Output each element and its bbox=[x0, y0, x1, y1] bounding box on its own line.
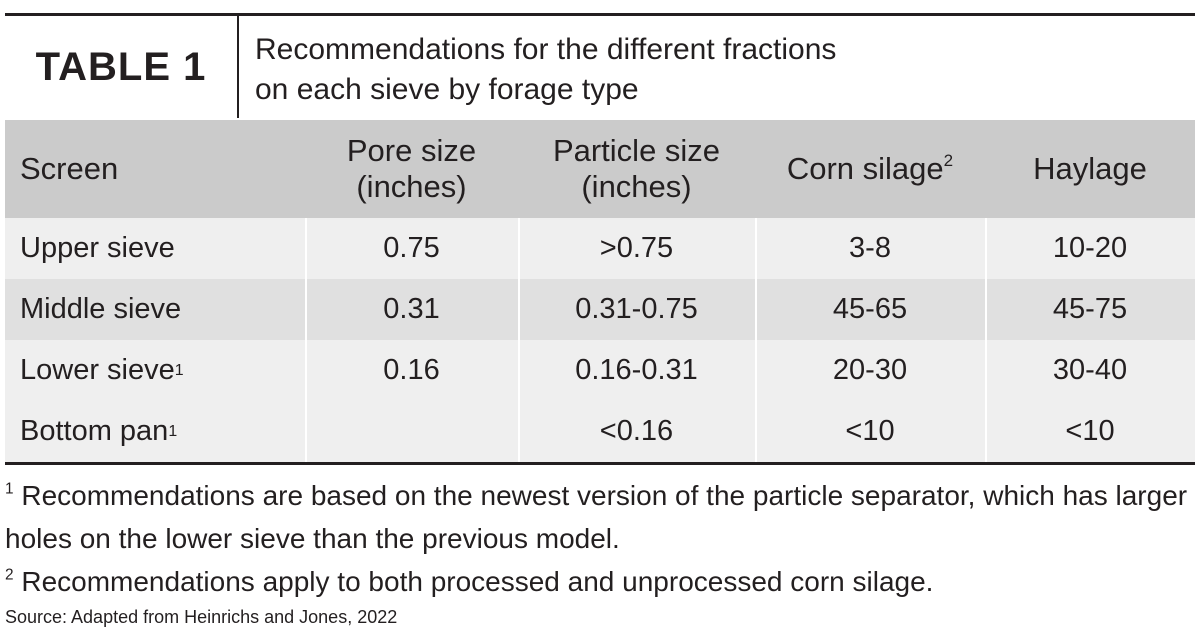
table-tag: TABLE 1 bbox=[35, 44, 207, 89]
header-line: Corn silage2 bbox=[786, 151, 954, 186]
rule bbox=[5, 13, 1195, 16]
header-row: Screen Pore size (inches) Particle size (inc… bbox=[5, 120, 1195, 218]
table-cell: 0.31 bbox=[383, 293, 440, 325]
cell-separator bbox=[755, 340, 757, 401]
cell-separator bbox=[985, 340, 987, 401]
header-line: Haylage bbox=[1033, 151, 1147, 186]
table-title: Recommendations for the different fracti… bbox=[255, 30, 1185, 110]
row-label: Bottom pan 1 bbox=[20, 415, 178, 447]
table-cell: 0.16 bbox=[383, 354, 440, 386]
column-header: Corn silage2 bbox=[755, 120, 985, 218]
table-cell: <10 bbox=[1065, 415, 1115, 447]
header-line: (inches) bbox=[356, 169, 467, 204]
table-row: Bottom pan 1 <0.16 <10 <10 bbox=[5, 401, 1195, 462]
cell-separator bbox=[305, 218, 307, 279]
table-cell: 0.75 bbox=[383, 232, 440, 264]
table-row: Lower sieve 1 0.16 0.16-0.31 20-30 30-40 bbox=[5, 340, 1195, 401]
rule bbox=[5, 462, 1195, 465]
row-label-text: Lower sieve bbox=[20, 354, 175, 386]
table-cell: >0.75 bbox=[599, 232, 674, 264]
row-label: Lower sieve 1 bbox=[20, 354, 184, 386]
column-header: Screen bbox=[20, 120, 300, 218]
column-header: Particle size (inches) bbox=[518, 120, 755, 218]
header-line: Screen bbox=[20, 151, 119, 186]
table-row: Middle sieve 0.31 0.31-0.75 45-65 45-75 bbox=[5, 279, 1195, 340]
cell-separator bbox=[755, 279, 757, 340]
footnote: 2 Recommendations apply to both processe… bbox=[5, 560, 1195, 603]
note-marker: 1 bbox=[5, 480, 14, 498]
cell-separator bbox=[305, 279, 307, 340]
cell-separator bbox=[985, 279, 987, 340]
table-cell: 0.31-0.75 bbox=[575, 293, 698, 325]
cell-separator bbox=[305, 401, 307, 462]
table-cell: 0.16-0.31 bbox=[575, 354, 698, 386]
footnote: 1 Recommendations are based on the newes… bbox=[5, 474, 1195, 560]
title-line: Recommendations for the different fracti… bbox=[255, 33, 837, 66]
table-row: Upper sieve 0.75 >0.75 3-8 10-20 bbox=[5, 218, 1195, 279]
cell-separator bbox=[755, 401, 757, 462]
note-marker: 2 bbox=[5, 566, 14, 584]
header-line: (inches) bbox=[581, 169, 692, 204]
row-label: Middle sieve bbox=[20, 279, 181, 340]
header-line: Particle size bbox=[552, 133, 721, 168]
table-cell: 10-20 bbox=[1052, 232, 1128, 264]
table-cell: 3-8 bbox=[849, 232, 891, 264]
footnote-text: Recommendations apply to both processed … bbox=[21, 566, 934, 597]
cell-separator bbox=[305, 340, 307, 401]
table-cell: 20-30 bbox=[832, 354, 908, 386]
source: Source: Adapted from Heinrichs and Jones… bbox=[5, 607, 398, 627]
row-label: Upper sieve bbox=[20, 218, 175, 279]
header-line: Pore size bbox=[346, 133, 477, 168]
cell-separator bbox=[518, 218, 520, 279]
table-cell: <10 bbox=[845, 415, 895, 447]
cell-separator bbox=[755, 218, 757, 279]
footnote-text: Recommendations are based on the newest … bbox=[5, 480, 1188, 554]
cell-separator bbox=[518, 279, 520, 340]
column-header: Pore size (inches) bbox=[305, 120, 518, 218]
title-line: on each sieve by forage type bbox=[255, 73, 639, 106]
cell-separator bbox=[518, 340, 520, 401]
note-marker: 2 bbox=[943, 151, 954, 171]
table-cell: 45-75 bbox=[1052, 293, 1128, 325]
cell-separator bbox=[985, 218, 987, 279]
cell-separator bbox=[518, 401, 520, 462]
row-label-text: Upper sieve bbox=[20, 232, 175, 264]
cell-separator bbox=[985, 401, 987, 462]
table-cell: <0.16 bbox=[599, 415, 674, 447]
divider bbox=[237, 16, 239, 118]
table-cell: 30-40 bbox=[1052, 354, 1128, 386]
row-label-text: Bottom pan bbox=[20, 415, 169, 447]
footnotes: 1 Recommendations are based on the newes… bbox=[5, 474, 1195, 603]
column-header: Haylage bbox=[985, 120, 1195, 218]
row-label-text: Middle sieve bbox=[20, 293, 182, 325]
table-cell: 45-65 bbox=[832, 293, 908, 325]
